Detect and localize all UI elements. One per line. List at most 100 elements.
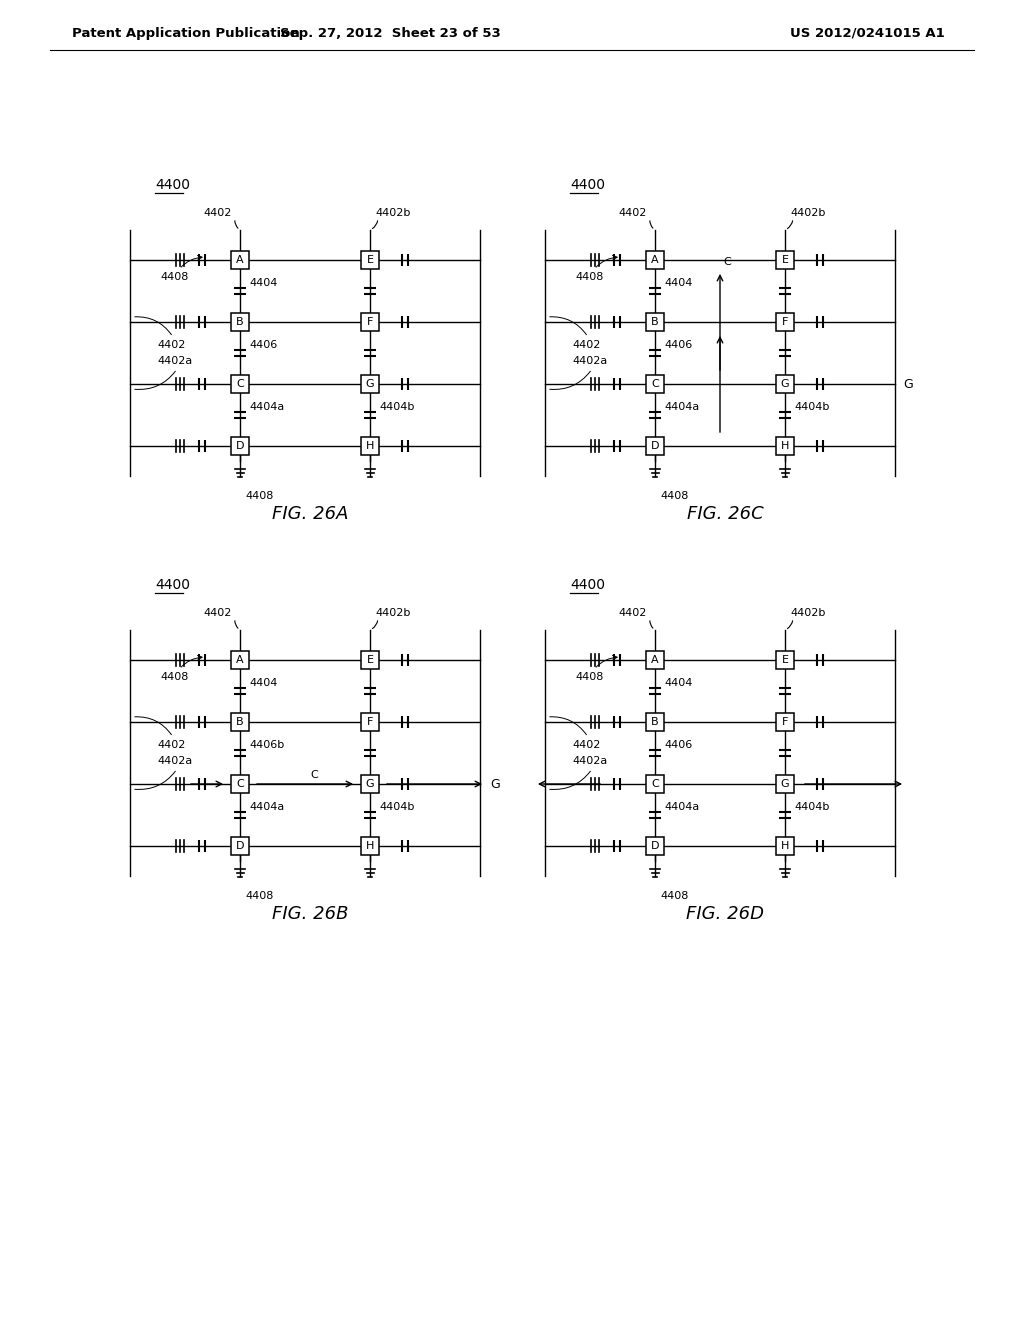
Bar bbox=[776, 713, 794, 731]
Text: F: F bbox=[781, 317, 788, 327]
Bar bbox=[361, 313, 379, 331]
Text: 4404a: 4404a bbox=[249, 403, 285, 412]
Text: 4402: 4402 bbox=[572, 741, 600, 750]
Text: D: D bbox=[236, 441, 245, 451]
Text: C: C bbox=[237, 779, 244, 789]
Bar bbox=[361, 375, 379, 393]
Text: A: A bbox=[237, 655, 244, 665]
Text: 4404b: 4404b bbox=[794, 803, 829, 812]
Text: 4402a: 4402a bbox=[572, 356, 607, 366]
Text: C: C bbox=[237, 379, 244, 389]
Text: 4402: 4402 bbox=[157, 341, 185, 350]
Bar bbox=[361, 437, 379, 455]
Text: 4402: 4402 bbox=[618, 609, 647, 618]
Text: F: F bbox=[781, 717, 788, 727]
Text: G: G bbox=[903, 378, 912, 391]
Bar bbox=[361, 837, 379, 855]
Bar bbox=[776, 251, 794, 269]
Bar bbox=[231, 837, 249, 855]
Text: H: H bbox=[366, 841, 374, 851]
Bar bbox=[646, 775, 664, 793]
Bar bbox=[646, 375, 664, 393]
Text: 4400: 4400 bbox=[570, 578, 605, 591]
Text: 4408: 4408 bbox=[160, 255, 202, 282]
Text: F: F bbox=[367, 317, 373, 327]
Text: 4408: 4408 bbox=[160, 655, 202, 682]
Text: 4408: 4408 bbox=[575, 655, 617, 682]
Text: B: B bbox=[651, 317, 658, 327]
Text: B: B bbox=[651, 717, 658, 727]
Text: 4400: 4400 bbox=[155, 178, 190, 191]
Bar bbox=[776, 837, 794, 855]
Text: 4404a: 4404a bbox=[249, 803, 285, 812]
Bar bbox=[361, 251, 379, 269]
Text: US 2012/0241015 A1: US 2012/0241015 A1 bbox=[790, 26, 945, 40]
Text: E: E bbox=[367, 655, 374, 665]
Bar bbox=[231, 651, 249, 669]
Bar bbox=[776, 437, 794, 455]
Text: G: G bbox=[366, 779, 375, 789]
Text: B: B bbox=[237, 317, 244, 327]
Bar bbox=[231, 313, 249, 331]
Bar bbox=[231, 375, 249, 393]
Text: 4406: 4406 bbox=[249, 341, 278, 350]
Text: 4404a: 4404a bbox=[664, 803, 699, 812]
Text: 4402: 4402 bbox=[572, 341, 600, 350]
Text: 4408: 4408 bbox=[660, 491, 688, 502]
Text: 4402: 4402 bbox=[204, 609, 232, 618]
Bar bbox=[231, 251, 249, 269]
Text: G: G bbox=[780, 379, 790, 389]
Text: 4402: 4402 bbox=[204, 209, 232, 218]
Text: FIG. 26C: FIG. 26C bbox=[687, 506, 763, 523]
Text: 4402: 4402 bbox=[618, 209, 647, 218]
Bar bbox=[646, 437, 664, 455]
Text: C: C bbox=[651, 379, 658, 389]
Bar bbox=[776, 651, 794, 669]
Bar bbox=[646, 837, 664, 855]
Text: 4404: 4404 bbox=[664, 279, 692, 288]
Bar bbox=[646, 713, 664, 731]
Text: A: A bbox=[237, 255, 244, 265]
Text: 4408: 4408 bbox=[245, 891, 273, 902]
Text: G: G bbox=[780, 779, 790, 789]
Text: 4402a: 4402a bbox=[572, 756, 607, 766]
Text: 4402b: 4402b bbox=[790, 209, 825, 218]
Text: H: H bbox=[366, 441, 374, 451]
Bar bbox=[776, 313, 794, 331]
Text: C: C bbox=[310, 770, 317, 780]
Text: FIG. 26A: FIG. 26A bbox=[271, 506, 348, 523]
Text: 4404a: 4404a bbox=[664, 403, 699, 412]
Text: G: G bbox=[490, 777, 500, 791]
Bar bbox=[646, 251, 664, 269]
Text: 4402b: 4402b bbox=[375, 209, 411, 218]
Text: 4402b: 4402b bbox=[790, 609, 825, 618]
Text: 4400: 4400 bbox=[570, 178, 605, 191]
Text: 4406b: 4406b bbox=[249, 741, 285, 750]
Text: D: D bbox=[650, 441, 659, 451]
Text: A: A bbox=[651, 255, 658, 265]
Text: 4404: 4404 bbox=[664, 678, 692, 688]
Text: 4404: 4404 bbox=[249, 279, 278, 288]
Text: E: E bbox=[367, 255, 374, 265]
Text: FIG. 26B: FIG. 26B bbox=[271, 906, 348, 923]
Text: A: A bbox=[651, 655, 658, 665]
Text: C: C bbox=[723, 257, 731, 267]
Text: D: D bbox=[236, 841, 245, 851]
Text: 4406: 4406 bbox=[664, 741, 692, 750]
Text: FIG. 26D: FIG. 26D bbox=[686, 906, 764, 923]
Text: Patent Application Publication: Patent Application Publication bbox=[72, 26, 300, 40]
Bar bbox=[776, 375, 794, 393]
Bar bbox=[646, 651, 664, 669]
Text: E: E bbox=[781, 655, 788, 665]
Text: Sep. 27, 2012  Sheet 23 of 53: Sep. 27, 2012 Sheet 23 of 53 bbox=[280, 26, 501, 40]
Bar bbox=[231, 437, 249, 455]
Bar bbox=[646, 313, 664, 331]
Text: 4408: 4408 bbox=[575, 255, 617, 282]
Text: 4408: 4408 bbox=[245, 491, 273, 502]
Text: 4404b: 4404b bbox=[794, 403, 829, 412]
Text: 4402a: 4402a bbox=[157, 756, 193, 766]
Bar bbox=[361, 651, 379, 669]
Text: 4404b: 4404b bbox=[379, 403, 415, 412]
Text: H: H bbox=[781, 441, 790, 451]
Text: C: C bbox=[651, 779, 658, 789]
